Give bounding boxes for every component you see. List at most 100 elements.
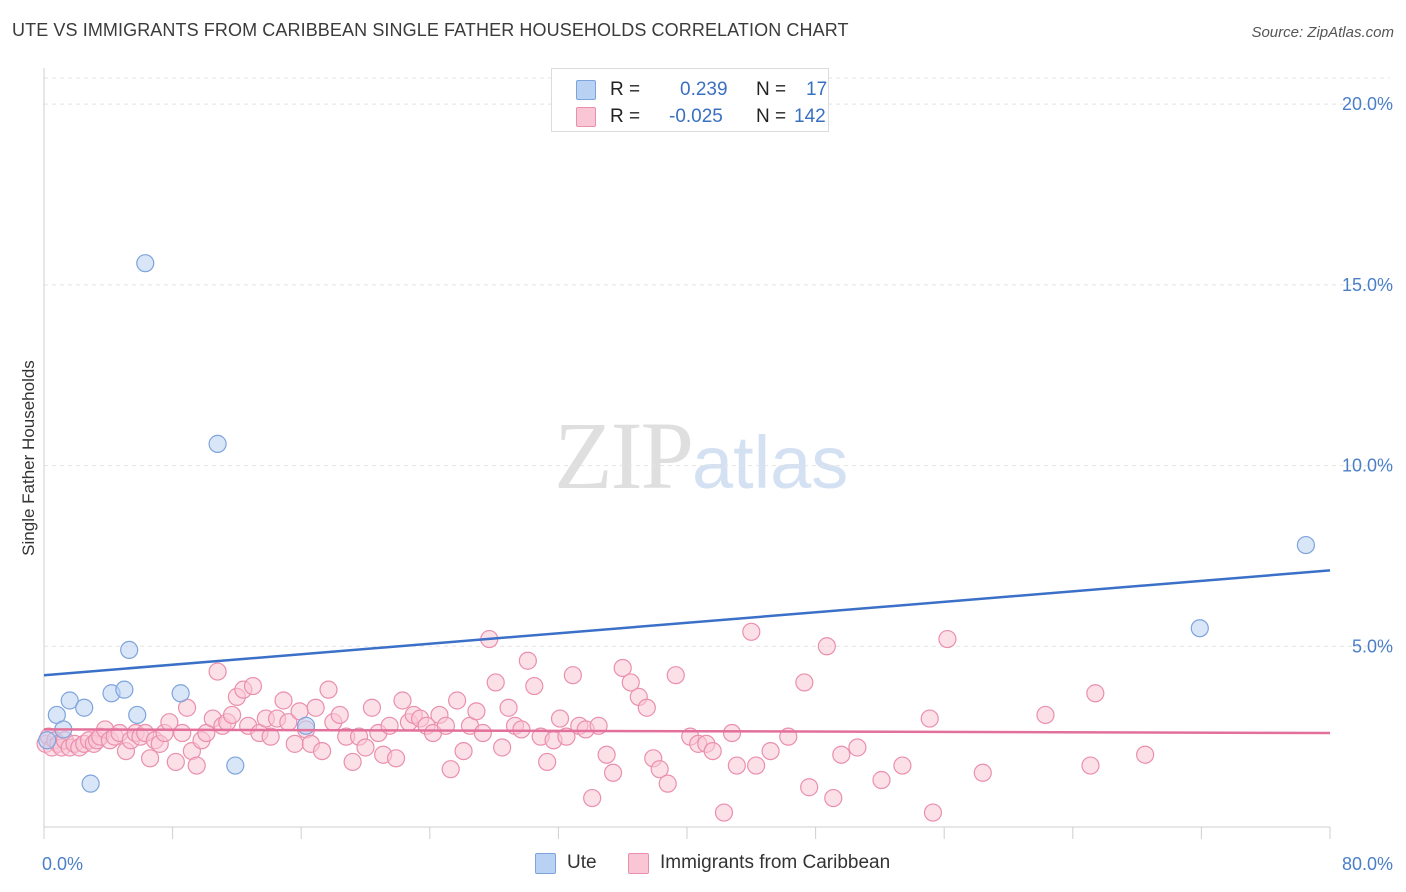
- caribbean-point: [848, 738, 867, 757]
- source-credit: Source: ZipAtlas.com: [1251, 24, 1394, 41]
- legend-n-value: 17: [806, 79, 828, 100]
- caribbean-point: [742, 622, 761, 641]
- ute-point: [60, 691, 79, 710]
- legend-n-label: N =: [756, 79, 787, 100]
- trend-lines: [43, 569, 1331, 735]
- y-tick-label: 5.0%: [1352, 636, 1393, 656]
- caribbean-point: [817, 637, 836, 656]
- x-tick-label: 0.0%: [42, 854, 83, 874]
- caribbean-point: [343, 752, 362, 772]
- caribbean-point: [319, 680, 338, 699]
- axes: [43, 68, 1331, 839]
- ute-point: [1296, 535, 1315, 555]
- legend-n-value: 142: [794, 106, 826, 127]
- ute-trend-line: [43, 569, 1331, 677]
- caribbean-point: [714, 803, 734, 822]
- watermark: ZIPatlas: [554, 400, 848, 511]
- caribbean-trend-line: [43, 728, 1331, 735]
- caribbean-point: [832, 745, 851, 764]
- caribbean-point: [597, 745, 616, 764]
- caribbean-point: [613, 658, 632, 678]
- caribbean-point: [920, 709, 939, 728]
- caribbean-point: [486, 673, 505, 692]
- caribbean-point: [187, 756, 206, 775]
- caribbean-point: [658, 774, 677, 793]
- caribbean-point: [703, 741, 722, 761]
- caribbean-point: [1081, 756, 1100, 775]
- caribbean-point: [525, 676, 544, 696]
- caribbean-point: [761, 741, 780, 761]
- caribbean-point: [467, 702, 486, 721]
- caribbean-point: [563, 666, 582, 685]
- caribbean-point: [800, 778, 819, 797]
- legend-r-value: 0.239: [680, 79, 728, 100]
- ute-point: [226, 756, 245, 775]
- data-points: [36, 254, 1315, 822]
- caribbean-point: [603, 763, 623, 782]
- caribbean-point: [923, 803, 943, 822]
- caribbean-point: [493, 738, 512, 757]
- caribbean-point: [550, 709, 570, 728]
- ute-point: [120, 640, 139, 660]
- caribbean-point: [722, 723, 742, 743]
- caribbean-point: [441, 760, 460, 779]
- ute-point: [128, 705, 147, 725]
- caribbean-point: [274, 691, 293, 710]
- chart-title: UTE VS IMMIGRANTS FROM CARIBBEAN SINGLE …: [12, 20, 849, 40]
- bottom-legend-label-ute: Ute: [567, 852, 597, 873]
- watermark-zip: ZIP: [554, 402, 694, 509]
- ute-point: [136, 254, 155, 273]
- caribbean-point: [362, 698, 382, 717]
- caribbean-point: [557, 727, 576, 746]
- caribbean-point: [166, 752, 185, 772]
- caribbean-point: [747, 756, 766, 775]
- caribbean-point: [1086, 684, 1105, 703]
- caribbean-point: [666, 666, 685, 685]
- caribbean-point: [140, 749, 160, 768]
- caribbean-point: [285, 734, 304, 753]
- caribbean-point: [893, 756, 912, 775]
- caribbean-point: [727, 756, 746, 775]
- gridlines: [44, 77, 1390, 647]
- caribbean-point: [973, 763, 992, 782]
- caribbean-point: [1036, 705, 1055, 725]
- ute-point: [208, 434, 227, 453]
- caribbean-point: [330, 705, 349, 725]
- y-tick-label: 20.0%: [1342, 94, 1393, 114]
- y-tick-label: 10.0%: [1342, 456, 1393, 476]
- caribbean-point: [380, 716, 399, 735]
- ute-point: [1190, 619, 1209, 638]
- bottom-legend-label-caribbean: Immigrants from Caribbean: [660, 852, 891, 873]
- caribbean-point: [243, 676, 263, 696]
- legend-swatch-ute: [576, 80, 596, 100]
- legend-r-label: R =: [610, 79, 641, 100]
- caribbean-point: [512, 720, 531, 739]
- caribbean-point: [356, 738, 375, 757]
- caribbean-point: [872, 770, 891, 790]
- bottom-legend-swatch-ute: [535, 853, 556, 874]
- caribbean-point: [938, 629, 957, 649]
- ute-point: [115, 680, 134, 699]
- caribbean-point: [473, 723, 492, 743]
- caribbean-point: [261, 727, 280, 746]
- caribbean-point: [454, 741, 473, 761]
- caribbean-point: [312, 741, 332, 761]
- caribbean-point: [393, 691, 412, 710]
- caribbean-point: [538, 752, 557, 772]
- watermark-atlas: atlas: [692, 421, 849, 504]
- ute-point: [75, 698, 94, 717]
- caribbean-point: [208, 662, 227, 681]
- bottom-legend-swatch-caribbean: [628, 853, 649, 874]
- ute-point: [38, 731, 57, 750]
- legend-r-label: R =: [610, 106, 641, 127]
- x-tick-label: 80.0%: [1342, 854, 1393, 874]
- caribbean-point: [637, 698, 656, 717]
- legend-n-label: N =: [756, 106, 787, 127]
- caribbean-point: [448, 691, 467, 710]
- ute-point: [81, 774, 100, 793]
- caribbean-point: [306, 698, 325, 717]
- y-tick-label: 15.0%: [1342, 275, 1393, 295]
- caribbean-point: [795, 673, 814, 692]
- caribbean-point: [518, 651, 537, 670]
- caribbean-point: [1136, 745, 1155, 764]
